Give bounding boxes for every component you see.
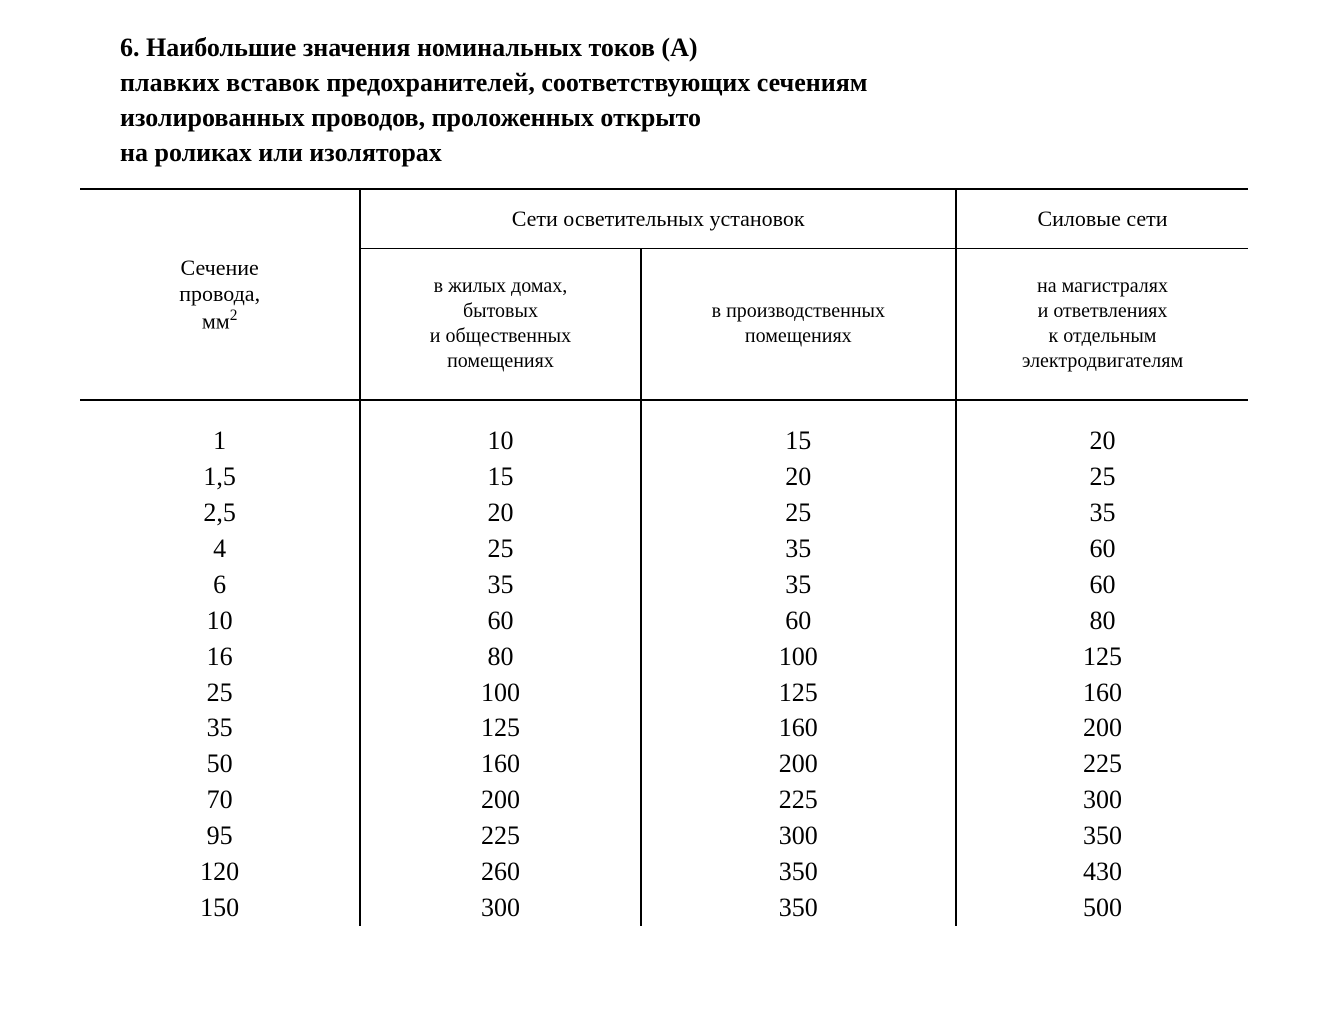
cell-section: 4 (80, 531, 360, 567)
header-residential-l2: бытовых (463, 300, 538, 322)
cell-industrial: 160 (641, 710, 956, 746)
table-body: 11015201,51520252,5202535425356063535601… (80, 423, 1248, 925)
cell-residential: 160 (360, 746, 640, 782)
cell-residential: 200 (360, 782, 640, 818)
cell-residential: 80 (360, 639, 640, 675)
cell-section: 6 (80, 567, 360, 603)
cell-section: 70 (80, 782, 360, 818)
header-section-l3a: мм (202, 309, 230, 334)
cell-section: 35 (80, 710, 360, 746)
cell-residential: 10 (360, 423, 640, 459)
table-title: 6. Наибольшие значения номинальных токов… (120, 30, 1208, 170)
cell-residential: 20 (360, 495, 640, 531)
header-residential: в жилых домах, бытовых и общественных по… (360, 249, 640, 401)
header-residential-l4: помещениях (447, 350, 554, 372)
header-power-l3: к отдельным (1049, 325, 1157, 347)
cell-industrial: 100 (641, 639, 956, 675)
header-residential-l1: в жилых домах, (434, 275, 568, 297)
table-row: 2,5202535 (80, 495, 1248, 531)
table-row: 70200225300 (80, 782, 1248, 818)
table-row: 50160200225 (80, 746, 1248, 782)
cell-residential: 60 (360, 603, 640, 639)
cell-industrial: 125 (641, 675, 956, 711)
table-row: 1680100125 (80, 639, 1248, 675)
header-section-l2: провода, (179, 281, 260, 306)
header-residential-l3: и общественных (430, 325, 571, 347)
cell-section: 120 (80, 854, 360, 890)
cell-industrial: 225 (641, 782, 956, 818)
cell-power: 125 (956, 639, 1248, 675)
cell-industrial: 300 (641, 818, 956, 854)
header-section-l1: Сечение (181, 255, 259, 280)
cell-section: 1,5 (80, 459, 360, 495)
header-power: на магистралях и ответвлениях к отдельны… (956, 249, 1248, 401)
cell-residential: 15 (360, 459, 640, 495)
cell-industrial: 350 (641, 854, 956, 890)
header-industrial-l2: помещениях (745, 325, 852, 347)
cell-power: 35 (956, 495, 1248, 531)
table-row: 10606080 (80, 603, 1248, 639)
cell-power: 20 (956, 423, 1248, 459)
cell-power: 430 (956, 854, 1248, 890)
title-line-3: изолированных проводов, проложенных откр… (120, 103, 701, 132)
table-row: 6353560 (80, 567, 1248, 603)
cell-industrial: 350 (641, 890, 956, 926)
header-industrial-l1: в производственных (712, 300, 885, 322)
header-section-l3b: 2 (230, 307, 238, 324)
cell-power: 60 (956, 567, 1248, 603)
cell-industrial: 60 (641, 603, 956, 639)
cell-section: 95 (80, 818, 360, 854)
header-power-group: Силовые сети (956, 189, 1248, 249)
cell-section: 150 (80, 890, 360, 926)
cell-power: 225 (956, 746, 1248, 782)
cell-section: 16 (80, 639, 360, 675)
cell-power: 300 (956, 782, 1248, 818)
cell-section: 25 (80, 675, 360, 711)
header-power-l1: на магистралях (1037, 275, 1168, 297)
header-industrial: в производственных помещениях (641, 249, 956, 401)
table-row: 1,5152025 (80, 459, 1248, 495)
cell-industrial: 35 (641, 567, 956, 603)
cell-power: 25 (956, 459, 1248, 495)
cell-section: 50 (80, 746, 360, 782)
header-lighting-group: Сети осветительных установок (360, 189, 956, 249)
table-row: 1101520 (80, 423, 1248, 459)
cell-industrial: 35 (641, 531, 956, 567)
title-line-4: на роликах или изоляторах (120, 138, 442, 167)
cell-industrial: 200 (641, 746, 956, 782)
header-section: Сечение провода, мм2 (80, 189, 360, 400)
table-row: 150300350500 (80, 890, 1248, 926)
fuse-ratings-table: Сечение провода, мм2 Сети осветительных … (80, 188, 1248, 925)
table-row: 95225300350 (80, 818, 1248, 854)
cell-industrial: 15 (641, 423, 956, 459)
cell-residential: 125 (360, 710, 640, 746)
cell-section: 2,5 (80, 495, 360, 531)
cell-power: 80 (956, 603, 1248, 639)
cell-residential: 225 (360, 818, 640, 854)
cell-section: 1 (80, 423, 360, 459)
cell-industrial: 20 (641, 459, 956, 495)
cell-residential: 100 (360, 675, 640, 711)
cell-residential: 35 (360, 567, 640, 603)
title-line-2: плавких вставок предохранителей, соответ… (120, 68, 867, 97)
cell-power: 60 (956, 531, 1248, 567)
cell-industrial: 25 (641, 495, 956, 531)
header-power-l2: и ответвлениях (1038, 300, 1168, 322)
cell-residential: 300 (360, 890, 640, 926)
cell-residential: 260 (360, 854, 640, 890)
cell-power: 350 (956, 818, 1248, 854)
table-row: 25100125160 (80, 675, 1248, 711)
cell-power: 500 (956, 890, 1248, 926)
cell-section: 10 (80, 603, 360, 639)
table-row: 4253560 (80, 531, 1248, 567)
title-line-1: 6. Наибольшие значения номинальных токов… (120, 33, 698, 62)
cell-residential: 25 (360, 531, 640, 567)
table-row: 120260350430 (80, 854, 1248, 890)
table-row: 35125160200 (80, 710, 1248, 746)
header-power-l4: электродвигателям (1022, 350, 1183, 372)
cell-power: 200 (956, 710, 1248, 746)
cell-power: 160 (956, 675, 1248, 711)
